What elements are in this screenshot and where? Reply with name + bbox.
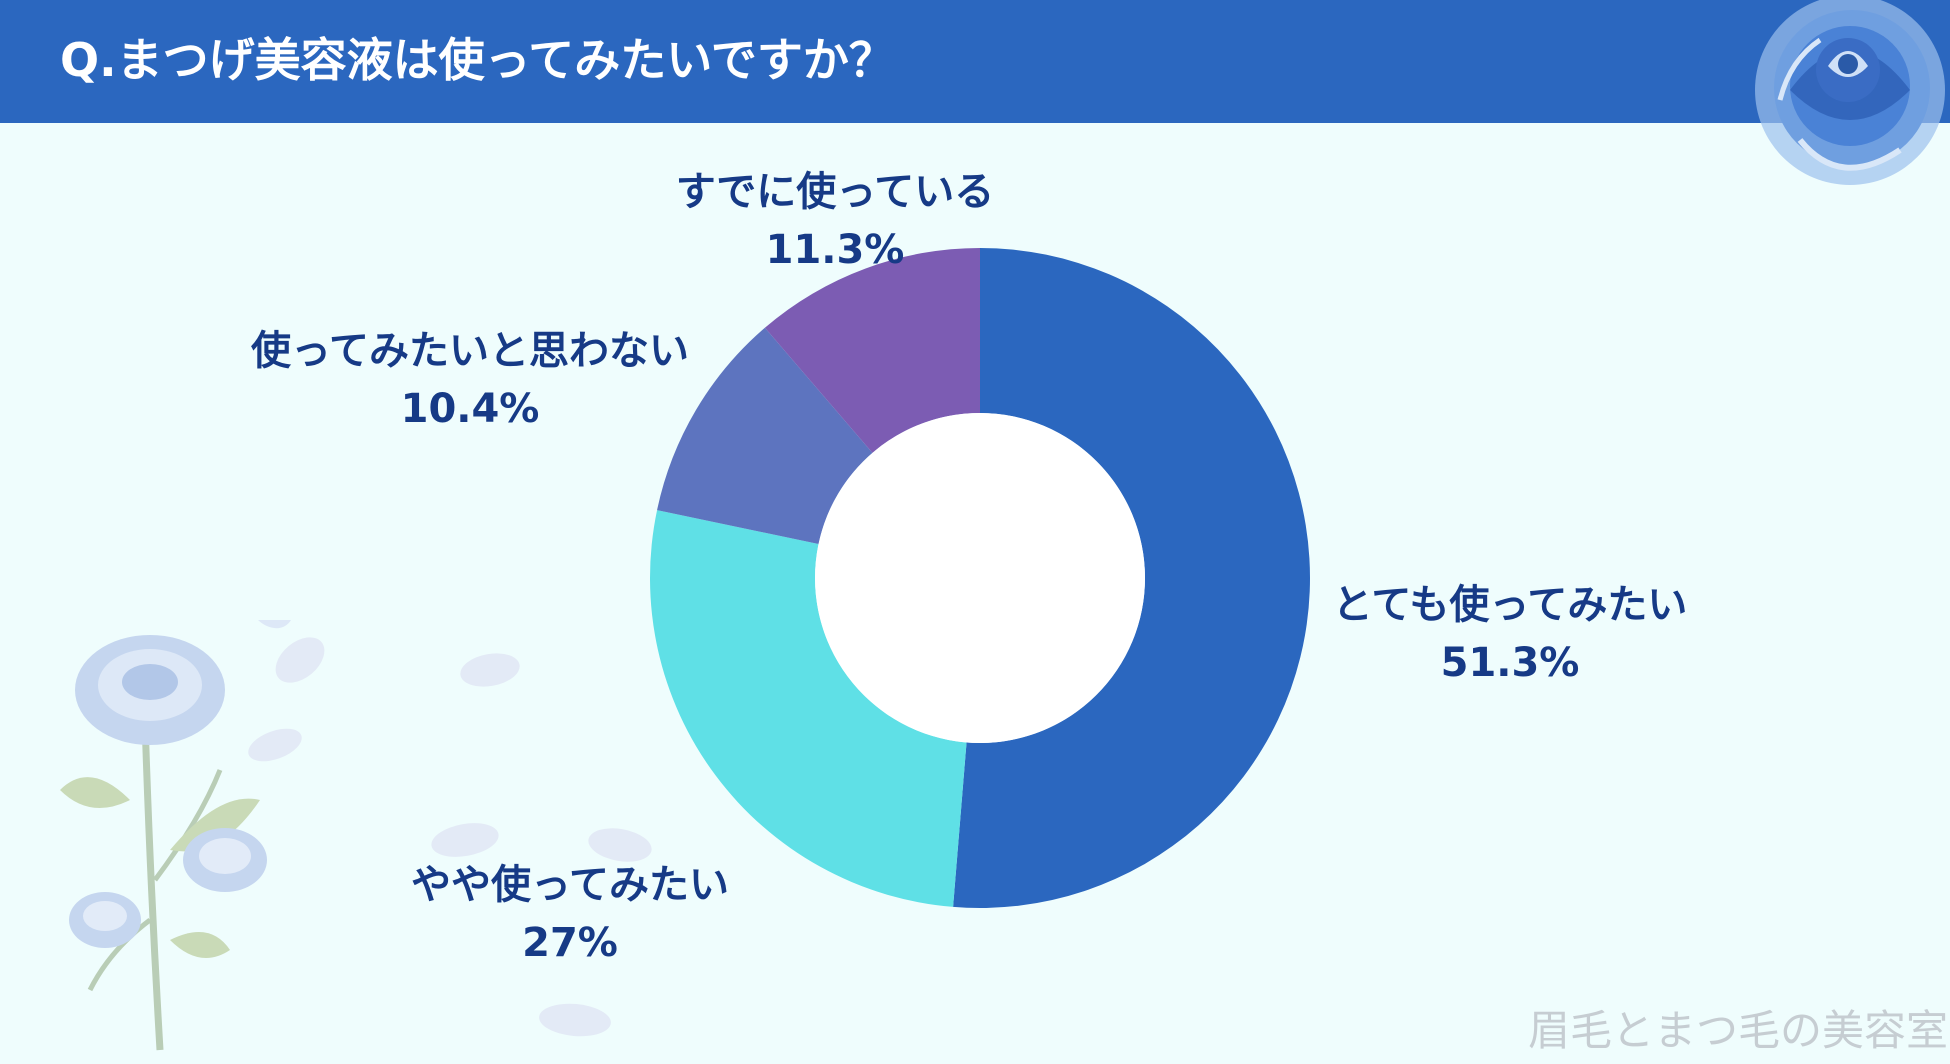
value-label: 10.4% [400,386,540,432]
value-label: 11.3% [765,227,905,273]
label-already-using: すでに使っている 11.3% [630,163,1040,279]
category-label: すでに使っている [675,169,995,215]
category-label: やや使ってみたい [411,862,729,908]
slice-somewhat-interested [649,510,967,907]
value-label: 51.3% [1440,640,1580,686]
chart-title: Q.まつげ美容液は使ってみたいですか？ [60,33,895,87]
value-label: 27% [522,920,618,966]
label-very-interested: とても使ってみたい 51.3% [1310,576,1710,692]
category-label: とても使ってみたい [1332,582,1688,628]
slice-very-interested [953,248,1310,909]
donut-hole [815,413,1145,743]
slice-already-using [764,248,980,453]
slice-not-interested [657,327,873,545]
category-label: 使ってみたいと思わない [251,328,689,374]
watermark: 眉毛とまつ毛の美容室 [1527,1006,1948,1055]
pale-roses-icon [60,620,295,1051]
label-somewhat-interested: やや使ってみたい 27% [380,856,760,972]
blue-rose-icon [1755,0,1945,185]
label-not-interested: 使ってみたいと思わない 10.4% [200,322,740,438]
header-bar: Q.まつげ美容液は使ってみたいですか？ [0,0,1950,123]
